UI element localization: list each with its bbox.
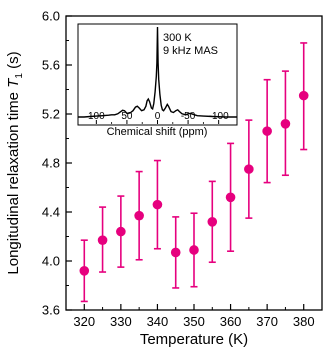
inset-tick-label: 100 — [88, 111, 105, 122]
point-marker — [189, 245, 199, 255]
inset-spectrum: 100 50 0 -50 -100 300 K 9 kHz MAS Chemical s… — [77, 23, 238, 138]
point-marker — [116, 226, 126, 237]
inset-x-ticks: 100 50 0 -50 -100 — [88, 111, 229, 124]
y-tick-label: 4.4 — [42, 205, 60, 220]
data-point — [207, 180, 218, 264]
inset-annotation-temperature: 300 K — [163, 32, 192, 44]
y-axis-title-unit: (s) — [5, 51, 22, 73]
data-point — [97, 206, 108, 273]
x-axis-title: Temperature (K) — [140, 331, 248, 348]
inset-annotation-mas: 9 kHz MAS — [163, 45, 218, 57]
inset-spectrum-line — [78, 26, 237, 118]
data-point — [244, 119, 254, 219]
point-marker — [170, 247, 181, 258]
point-marker — [244, 164, 254, 174]
x-tick-label: 320 — [73, 314, 95, 329]
y-axis-title: Longitudinal relaxation time T1 (s) — [5, 51, 25, 274]
point-marker — [134, 210, 144, 221]
inset-x-axis-title: Chemical shift (ppm) — [107, 126, 208, 138]
y-axis-title-prefix: Longitudinal relaxation time — [5, 88, 22, 275]
data-point — [116, 195, 126, 268]
inset-tick-label: -100 — [209, 111, 229, 122]
x-tick-label: 350 — [183, 314, 205, 329]
y-axis-ticks: 3.6 4.0 4.4 4.8 5.2 5.6 6.0 — [42, 9, 72, 318]
point-marker — [152, 199, 163, 210]
y-axis-title-symbol: T — [5, 77, 22, 88]
point-marker — [298, 90, 309, 101]
x-tick-label: 370 — [256, 314, 278, 329]
y-tick-label: 5.2 — [42, 107, 60, 122]
data-point — [134, 170, 144, 261]
data-point — [298, 42, 309, 151]
x-tick-label: 340 — [147, 314, 169, 329]
data-point — [280, 70, 291, 177]
y-tick-label: 6.0 — [42, 9, 60, 24]
data-point — [262, 78, 272, 184]
y-axis-title-subscript: 1 — [14, 73, 25, 79]
point-marker — [97, 235, 108, 245]
x-tick-label: 330 — [110, 314, 132, 329]
inset-tick-label: -50 — [181, 111, 196, 122]
data-point — [79, 239, 90, 303]
inset-tick-label: 50 — [121, 111, 133, 122]
data-point — [152, 159, 163, 250]
inset-tick-label: 0 — [155, 111, 161, 122]
x-tick-label: 380 — [293, 314, 315, 329]
point-marker — [79, 266, 90, 276]
point-marker — [280, 119, 291, 129]
data-point — [170, 216, 181, 289]
point-marker — [225, 192, 236, 203]
x-tick-label: 360 — [220, 314, 242, 329]
point-marker — [262, 126, 272, 136]
y-tick-label: 3.6 — [42, 303, 60, 318]
y-tick-label: 4.0 — [42, 254, 60, 269]
x-axis-ticks: 320 330 340 350 360 370 380 — [73, 304, 315, 329]
point-marker — [207, 217, 218, 227]
y-tick-label: 5.6 — [42, 58, 60, 73]
y-tick-label: 4.8 — [42, 156, 60, 171]
data-point — [189, 212, 199, 288]
data-point — [225, 142, 236, 252]
data-points — [79, 42, 309, 303]
